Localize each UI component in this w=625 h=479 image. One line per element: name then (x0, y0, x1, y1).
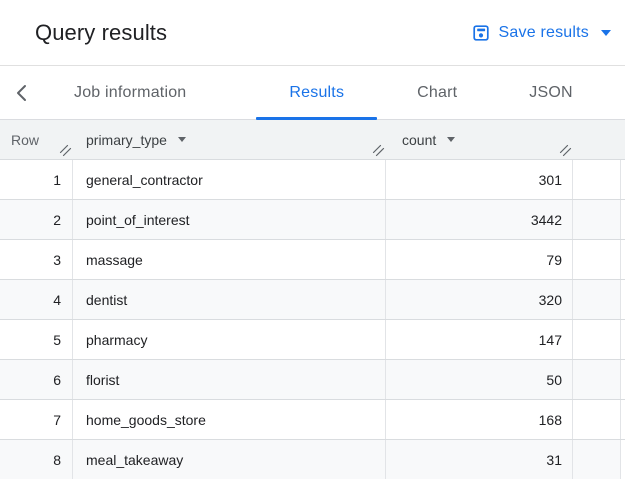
count-cell: 50 (386, 360, 573, 399)
primary-type-cell: point_of_interest (73, 200, 386, 239)
table-row: 8 meal_takeaway 31 (0, 440, 625, 479)
results-tab-bar: Job information Results Chart JSON (0, 66, 625, 120)
table-row: 1 general_contractor 301 (0, 160, 625, 200)
column-menu-caret-icon[interactable] (447, 137, 456, 142)
column-resize-handle[interactable] (58, 143, 72, 157)
count-cell: 79 (386, 240, 573, 279)
table-row: 5 pharmacy 147 (0, 320, 625, 360)
save-icon (472, 24, 490, 42)
count-cell: 3442 (386, 200, 573, 239)
scrollbar-gutter (621, 280, 625, 319)
row-number-cell: 1 (0, 160, 73, 199)
primary-type-cell: florist (73, 360, 386, 399)
column-resize-handle[interactable] (558, 143, 572, 157)
primary-type-cell: general_contractor (73, 160, 386, 199)
tab-results[interactable]: Results (256, 66, 377, 120)
column-header-row: Row (0, 120, 73, 159)
scrollbar-gutter (621, 360, 625, 399)
filler-cell (573, 160, 621, 199)
save-results-button[interactable]: Save results (472, 24, 611, 42)
scrollbar-gutter (621, 240, 625, 279)
scrollbar-gutter (621, 160, 625, 199)
table-row: 6 florist 50 (0, 360, 625, 400)
caret-down-icon (601, 29, 611, 36)
table-row: 2 point_of_interest 3442 (0, 200, 625, 240)
row-number-cell: 5 (0, 320, 73, 359)
primary-type-cell: meal_takeaway (73, 440, 386, 479)
table-row: 3 massage 79 (0, 240, 625, 280)
primary-type-cell: dentist (73, 280, 386, 319)
primary-type-cell: massage (73, 240, 386, 279)
filler-cell (573, 240, 621, 279)
filler-cell (573, 400, 621, 439)
save-results-label: Save results (498, 23, 589, 41)
row-number-cell: 7 (0, 400, 73, 439)
row-number-cell: 3 (0, 240, 73, 279)
count-cell: 31 (386, 440, 573, 479)
tab-job-information[interactable]: Job information (74, 66, 186, 119)
filler-cell (573, 440, 621, 479)
column-menu-caret-icon[interactable] (177, 137, 186, 142)
row-number-cell: 6 (0, 360, 73, 399)
count-cell: 168 (386, 400, 573, 439)
filler-cell (573, 360, 621, 399)
column-header-count-label: count (402, 131, 437, 148)
count-cell: 301 (386, 160, 573, 199)
column-header-filler (573, 120, 625, 159)
results-table-header: Row primary_type count (0, 120, 625, 160)
table-row: 4 dentist 320 (0, 280, 625, 320)
filler-cell (573, 280, 621, 319)
table-row: 7 home_goods_store 168 (0, 400, 625, 440)
primary-type-cell: home_goods_store (73, 400, 386, 439)
row-number-cell: 2 (0, 200, 73, 239)
row-number-cell: 8 (0, 440, 73, 479)
scrollbar-gutter (621, 200, 625, 239)
page-title: Query results (35, 19, 168, 45)
count-cell: 320 (386, 280, 573, 319)
tab-chart[interactable]: Chart (417, 66, 457, 119)
primary-type-cell: pharmacy (73, 320, 386, 359)
query-results-header: Query results Save results (0, 0, 625, 66)
column-header-count[interactable]: count (386, 120, 573, 159)
tab-json[interactable]: JSON (529, 66, 572, 119)
results-table-body: 1 general_contractor 301 2 point_of_inte… (0, 160, 625, 479)
column-header-row-label: Row (11, 131, 40, 148)
count-cell: 147 (386, 320, 573, 359)
column-header-primary-type-label: primary_type (86, 131, 167, 148)
chevron-left-icon (16, 84, 27, 102)
scrollbar-gutter (621, 440, 625, 479)
filler-cell (573, 320, 621, 359)
filler-cell (573, 200, 621, 239)
row-number-cell: 4 (0, 280, 73, 319)
column-resize-handle[interactable] (371, 143, 385, 157)
scrollbar-gutter (621, 320, 625, 359)
tabs-back-button[interactable] (8, 66, 34, 119)
column-header-primary-type[interactable]: primary_type (73, 120, 386, 159)
scrollbar-gutter (621, 400, 625, 439)
